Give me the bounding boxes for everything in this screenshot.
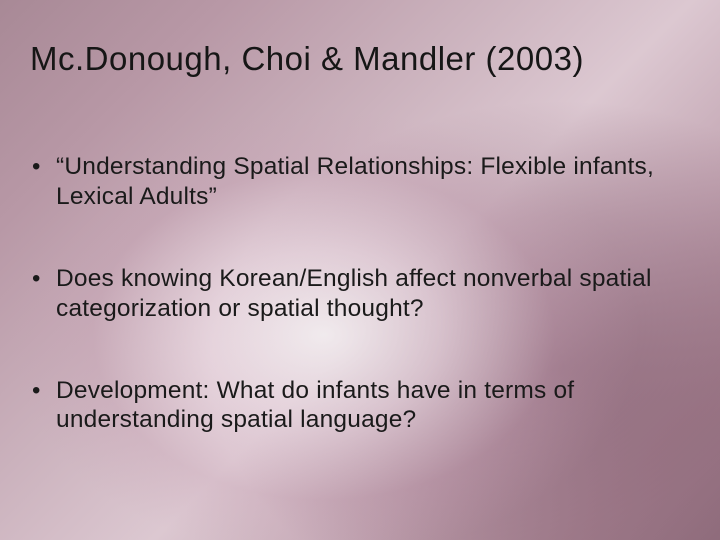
bullet-item: Development: What do infants have in ter…	[26, 376, 680, 436]
slide-title: Mc.Donough, Choi & Mandler (2003)	[30, 40, 700, 78]
slide: Mc.Donough, Choi & Mandler (2003) “Under…	[0, 0, 720, 540]
bullet-list: “Understanding Spatial Relationships: Fl…	[26, 152, 680, 435]
bullet-item: Does knowing Korean/English affect nonve…	[26, 264, 680, 324]
bullet-item: “Understanding Spatial Relationships: Fl…	[26, 152, 680, 212]
